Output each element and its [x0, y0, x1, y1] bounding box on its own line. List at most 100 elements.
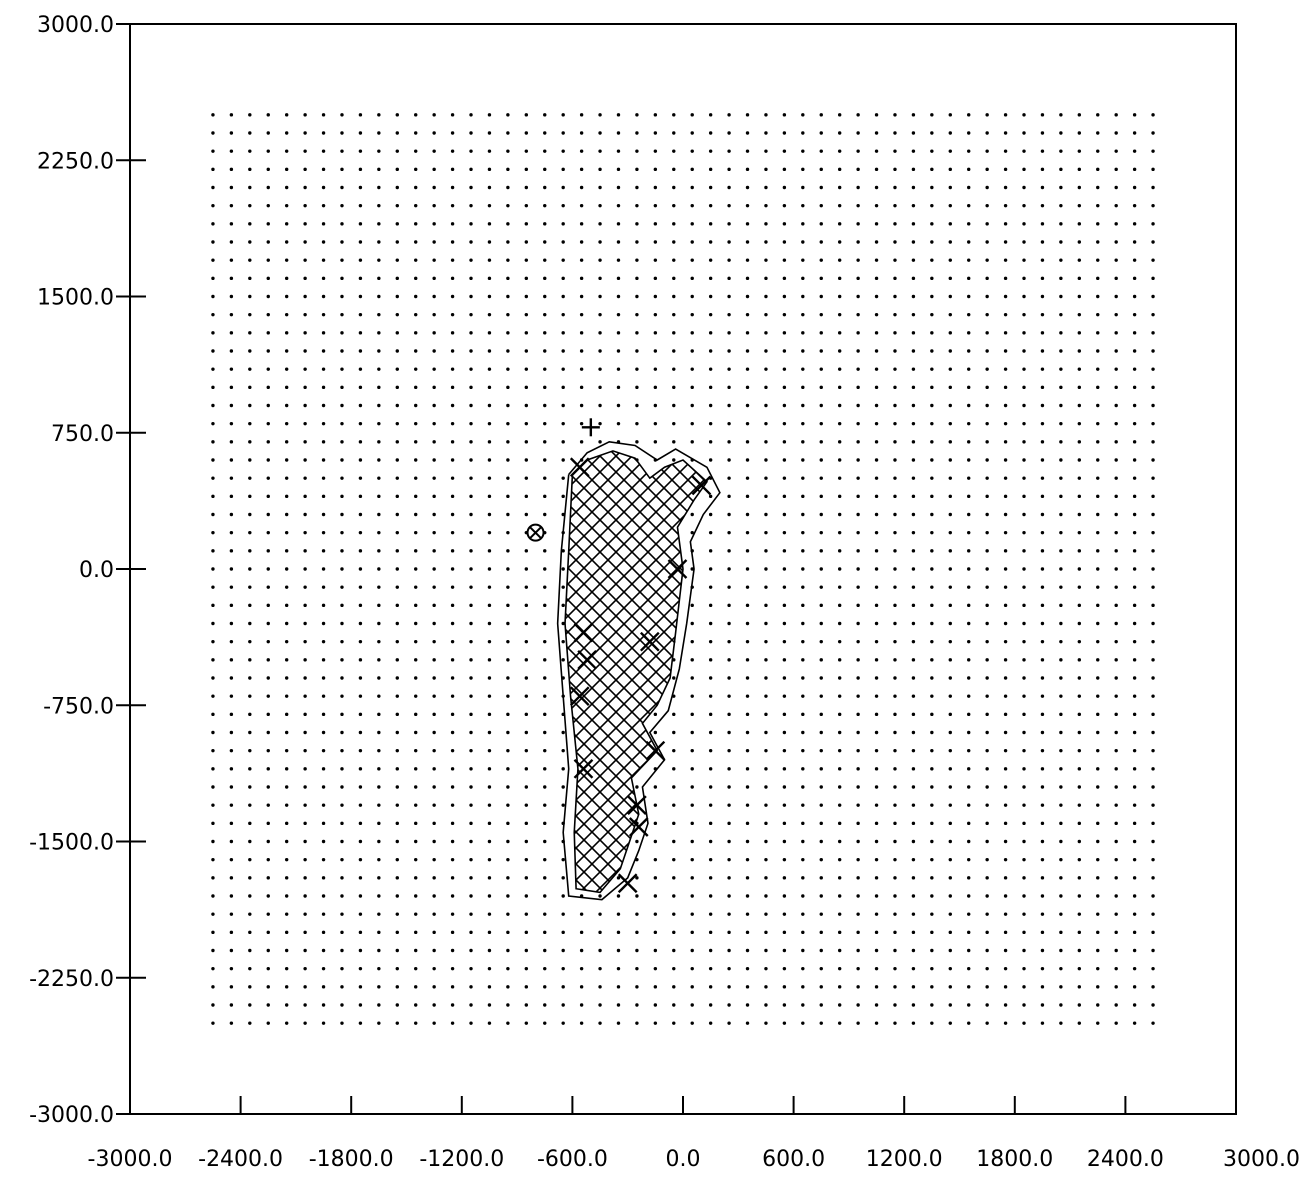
grid-dot	[211, 440, 215, 444]
grid-dot	[469, 312, 473, 317]
grid-dot	[727, 985, 731, 989]
grid-dot	[1003, 803, 1008, 807]
grid-dot	[450, 331, 455, 335]
grid-dot	[395, 676, 399, 680]
grid-dot	[469, 948, 473, 953]
grid-dot	[432, 567, 436, 571]
grid-dot	[782, 421, 787, 426]
grid-dot	[819, 385, 823, 390]
grid-dot	[284, 730, 289, 735]
grid-dot	[211, 803, 215, 807]
grid-dot	[1151, 948, 1155, 953]
grid-dot	[653, 948, 658, 953]
grid-dot	[358, 349, 363, 353]
grid-dot	[985, 966, 989, 971]
grid-dot	[395, 331, 399, 335]
grid-dot	[266, 440, 270, 444]
grid-dot	[801, 149, 805, 153]
grid-dot	[1077, 785, 1082, 789]
grid-dot	[690, 839, 694, 844]
grid-dot	[745, 948, 750, 953]
grid-dot	[930, 930, 934, 935]
grid-dot	[543, 1021, 547, 1025]
grid-dot	[1040, 222, 1045, 226]
grid-dot	[1096, 567, 1100, 571]
grid-dot	[819, 639, 823, 644]
grid-dot	[543, 276, 547, 281]
grid-dot	[708, 203, 713, 208]
grid-dot	[1077, 294, 1082, 299]
grid-dot	[524, 549, 529, 553]
grid-dot	[1132, 331, 1137, 335]
grid-dot	[377, 440, 381, 444]
grid-dot	[893, 476, 897, 480]
grid-dot	[211, 603, 215, 608]
grid-dot	[266, 385, 270, 390]
grid-dot	[340, 185, 344, 190]
grid-dot	[506, 1021, 510, 1025]
grid-dot	[248, 639, 252, 644]
grid-dot	[801, 421, 805, 426]
grid-dot	[450, 512, 455, 517]
grid-dot	[506, 748, 510, 753]
grid-dot	[967, 349, 971, 353]
grid-dot	[414, 440, 418, 444]
grid-dot	[487, 894, 492, 898]
grid-dot	[745, 876, 750, 880]
grid-dot	[321, 676, 326, 680]
grid-dot	[340, 748, 344, 753]
grid-dot	[874, 748, 879, 753]
grid-dot	[266, 567, 270, 571]
grid-dot	[524, 421, 529, 426]
grid-dot	[1022, 203, 1026, 208]
grid-dot	[856, 857, 860, 862]
grid-dot	[211, 639, 215, 644]
grid-dot	[985, 476, 989, 480]
grid-dot	[358, 621, 363, 626]
x-tick-label: 1200.0	[866, 1147, 943, 1172]
grid-dot	[727, 658, 731, 662]
grid-dot	[414, 639, 418, 644]
grid-dot	[801, 440, 805, 444]
grid-dot	[782, 185, 787, 190]
grid-dot	[856, 167, 860, 172]
grid-dot	[672, 421, 676, 426]
grid-dot	[635, 240, 639, 244]
grid-dot	[856, 312, 860, 317]
grid-dot	[303, 549, 307, 553]
grid-dot	[930, 149, 934, 153]
grid-dot	[837, 312, 842, 317]
grid-dot	[1040, 385, 1045, 390]
grid-dot	[930, 549, 934, 553]
grid-dot	[837, 930, 842, 935]
grid-dot	[377, 876, 381, 880]
grid-dot	[819, 658, 823, 662]
grid-dot	[303, 748, 307, 753]
grid-dot	[801, 494, 805, 499]
x-tick-label: 0.0	[666, 1147, 701, 1172]
grid-dot	[708, 785, 713, 789]
grid-dot	[635, 403, 639, 408]
grid-dot	[727, 894, 731, 898]
grid-dot	[1151, 131, 1155, 135]
grid-dot	[340, 440, 344, 444]
grid-dot	[948, 712, 952, 717]
grid-dot	[819, 857, 823, 862]
grid-dot	[930, 567, 934, 571]
grid-dot	[653, 421, 658, 426]
grid-dot	[506, 621, 510, 626]
grid-dot	[487, 385, 492, 390]
grid-dot	[672, 948, 676, 953]
grid-dot	[303, 258, 307, 262]
grid-dot	[819, 985, 823, 989]
x-tick-label: 1800.0	[976, 1147, 1053, 1172]
grid-dot	[801, 385, 805, 390]
grid-dot	[598, 894, 602, 898]
grid-dot	[321, 1003, 326, 1007]
grid-dot	[414, 276, 418, 281]
grid-dot	[1003, 585, 1008, 589]
grid-dot	[284, 821, 289, 826]
grid-dot	[893, 694, 897, 698]
grid-dot	[579, 240, 584, 244]
grid-dot	[837, 294, 842, 299]
